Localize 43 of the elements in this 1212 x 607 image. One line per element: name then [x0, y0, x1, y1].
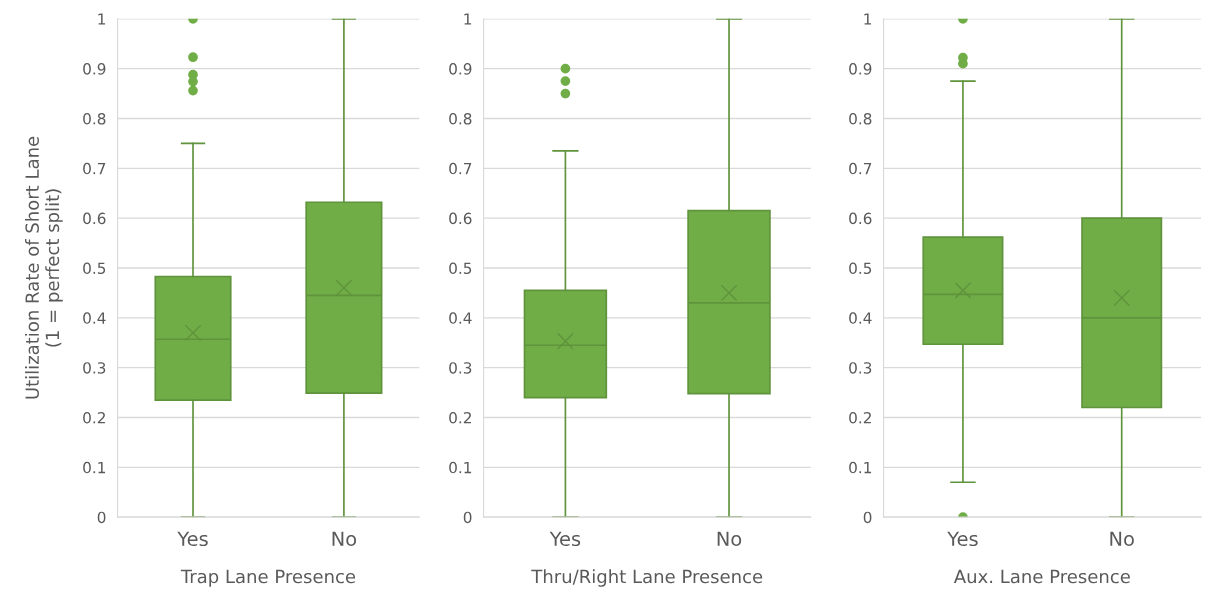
y-tick-label: 0.3 [449, 362, 472, 374]
x-tick-label: Yes [947, 531, 978, 547]
y-tick-label: 0.2 [83, 411, 105, 424]
y-tick-label: 0.1 [849, 461, 872, 474]
y-tick-label: 0.1 [83, 461, 106, 474]
x-tick-label: No [1110, 531, 1134, 547]
x-axis-title: Aux. Lane Presence [953, 569, 1130, 584]
y-tick-label: 0.5 [83, 262, 106, 275]
y-tick-label: 0.3 [849, 362, 872, 374]
y-tick-label: 0.5 [849, 262, 872, 275]
x-tick-label: Yes [177, 531, 208, 547]
x-tick-label: No [717, 531, 742, 547]
y-tick-label: 0.8 [83, 112, 106, 125]
y-tick-label: 0.4 [83, 312, 106, 324]
x-tick-label: Yes [549, 531, 581, 547]
y-tick-label: 0 [863, 511, 872, 524]
y-tick-label: 0.7 [849, 162, 872, 175]
y-tick-label: 0.6 [83, 212, 106, 225]
y-tick-label: 0.6 [449, 212, 472, 225]
y-tick-label: 0.6 [849, 212, 872, 225]
y-tick-label: 0.9 [449, 63, 472, 75]
y-tick-label: 0.7 [83, 162, 106, 175]
y-tick-label: 1 [464, 13, 472, 25]
y-tick-label: 0.4 [449, 312, 472, 324]
y-axis-title: Utilization Rate of Short Lane (1 = perfect split) [25, 136, 63, 399]
y-tick-label: 0.2 [849, 411, 871, 424]
y-tick-label: 1 [864, 13, 872, 25]
x-axis-title: Thru/Right Lane Presence [531, 569, 763, 587]
y-tick-label: 0.1 [449, 461, 472, 474]
y-tick-label: 0.3 [83, 362, 106, 374]
y-tick-label: 0.8 [449, 112, 472, 125]
y-tick-label: 0.8 [849, 112, 872, 125]
y-tick-label: 0 [463, 511, 472, 524]
y-tick-label: 0 [97, 511, 106, 524]
y-tick-label: 0.7 [449, 162, 472, 175]
y-tick-label: 0.4 [849, 312, 872, 324]
x-tick-label: No [332, 531, 357, 547]
y-tick-label: 0.5 [449, 262, 472, 275]
y-tick-label: 0.9 [83, 63, 106, 75]
y-tick-label: 0.2 [449, 411, 471, 424]
y-tick-label: 0.9 [849, 63, 872, 75]
x-axis-title: Trap Lane Presence [180, 569, 356, 587]
y-tick-label: 1 [98, 13, 106, 25]
